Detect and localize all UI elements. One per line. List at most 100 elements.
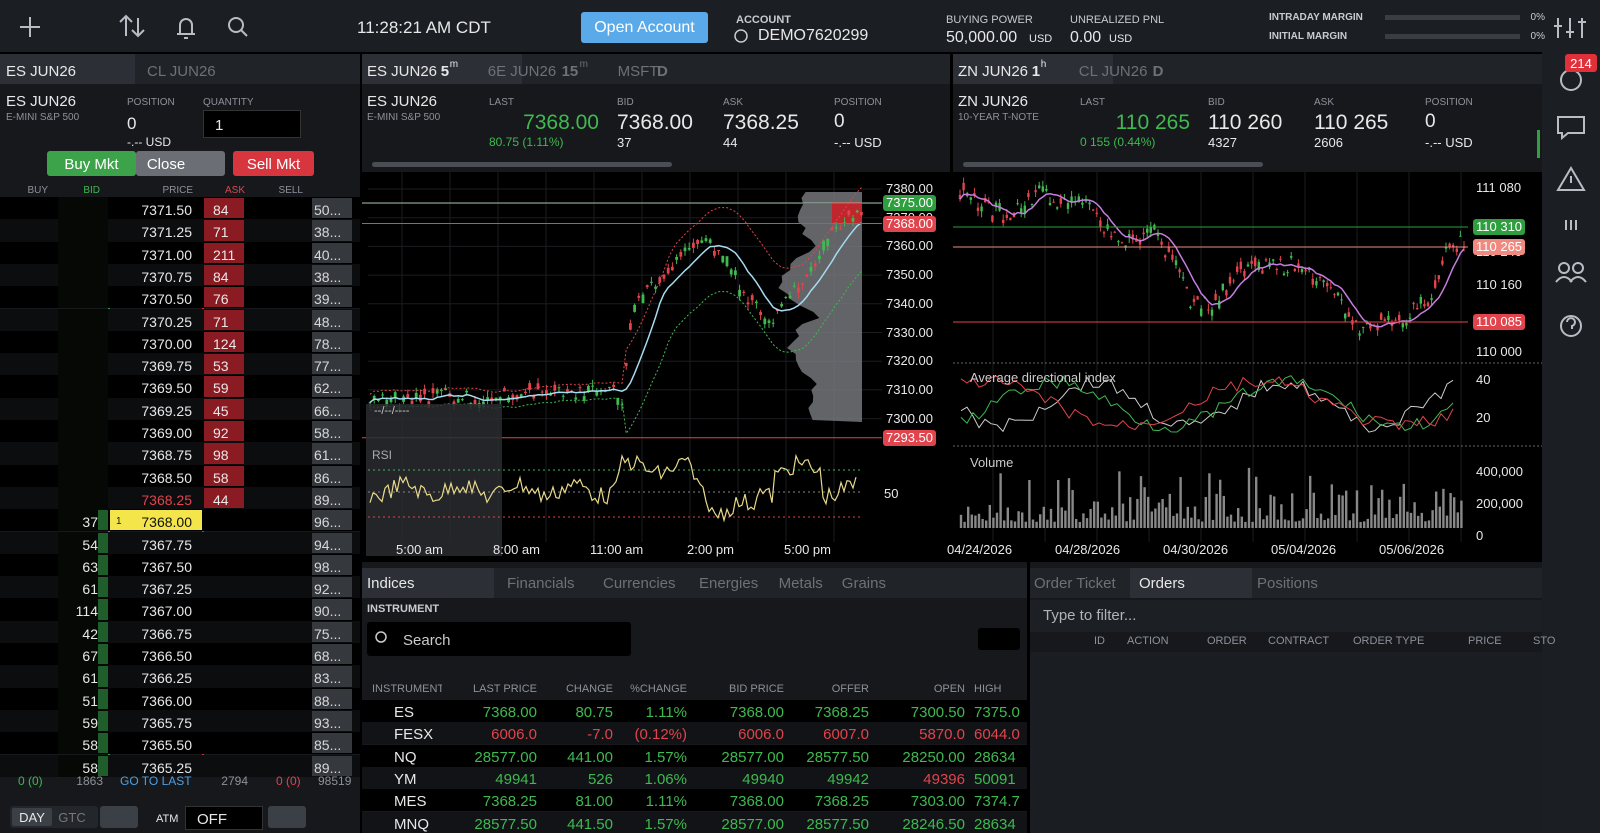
go-to-last[interactable]: GO TO LAST [120, 774, 192, 788]
bid-cell [58, 709, 108, 733]
chart-tab-interval[interactable]: D [657, 63, 668, 80]
orders-tab[interactable]: Order Ticket [1034, 575, 1116, 592]
candle-body [1354, 320, 1358, 322]
ladder-price[interactable]: 7369.50 [141, 380, 192, 397]
tif-option[interactable]: DAY [19, 810, 45, 825]
search-icon[interactable] [228, 17, 244, 33]
quotes-tab[interactable]: Grains [841, 575, 886, 592]
instrument-name[interactable]: YM [394, 770, 417, 788]
close-button[interactable] [136, 151, 225, 176]
chart-tab-unit[interactable]: m [449, 59, 459, 70]
volume-bar [1042, 506, 1045, 528]
ladder-price[interactable]: 7370.75 [141, 268, 192, 285]
add-icon[interactable] [20, 17, 40, 37]
bell-icon[interactable] [177, 18, 195, 39]
chart-tab-symbol[interactable]: ZN JUN26 [958, 63, 1029, 80]
instrument-name[interactable]: NQ [394, 748, 417, 766]
chart-tab-interval[interactable]: 15 [561, 63, 579, 80]
sell-size: 85... [314, 737, 342, 754]
ladder-price[interactable]: 7366.50 [141, 648, 192, 664]
chart-tab-interval[interactable]: 5 [440, 63, 450, 80]
menu-icon[interactable] [1565, 220, 1577, 230]
ladder-price[interactable]: 7367.25 [141, 581, 192, 598]
ladder-price[interactable]: 7368.25 [141, 491, 192, 508]
open-account-button[interactable] [581, 12, 708, 43]
quotes-tab[interactable]: Metals [778, 575, 823, 592]
buy-market-button[interactable] [47, 151, 136, 176]
quotes-tab[interactable]: Indices [367, 575, 415, 592]
ladder-price[interactable]: 7369.25 [141, 402, 192, 419]
ladder-price[interactable]: 7367.00 [141, 603, 192, 620]
instrument-name[interactable]: MNQ [394, 815, 429, 833]
orders-tab[interactable]: Orders [1139, 575, 1185, 592]
chart-tab-unit[interactable]: m [579, 59, 588, 70]
chart-tab-symbol[interactable]: ES JUN26 [367, 63, 438, 80]
ladder-price[interactable]: 7370.25 [141, 313, 192, 330]
ladder-price[interactable]: 7365.75 [141, 714, 192, 731]
chart-tab-symbol[interactable]: CL JUN26 [1078, 63, 1148, 80]
ladder-price[interactable]: 7368.00 [141, 514, 192, 531]
open-account-label[interactable]: Open Account [594, 19, 695, 36]
atm-select[interactable] [185, 806, 263, 830]
instrument-name[interactable]: ES [394, 704, 415, 721]
chat-icon[interactable] [1557, 116, 1585, 141]
transfer-icon[interactable] [119, 14, 145, 38]
initial-margin: 0% [1530, 31, 1545, 42]
dom-description: E-MINI S&P 500 [6, 112, 80, 123]
close-label[interactable]: Close [146, 156, 186, 173]
filter-box[interactable] [1030, 600, 1542, 632]
ladder-price[interactable]: 7365.25 [141, 759, 192, 776]
tif-option[interactable]: GTC [58, 810, 86, 825]
dom-tab[interactable]: ES JUN26 [6, 63, 77, 80]
quantity-input[interactable] [203, 110, 301, 138]
sell-market-button[interactable] [233, 151, 314, 176]
community-icon[interactable] [1558, 262, 1570, 274]
chart-tab-unit[interactable]: h [1040, 59, 1047, 70]
instrument-name[interactable]: FESX [394, 726, 434, 744]
ask-size-bar [204, 264, 244, 286]
settings-icon[interactable] [1554, 18, 1586, 38]
ladder-price[interactable]: 7368.50 [141, 469, 192, 486]
ladder-price[interactable]: 7368.75 [141, 447, 192, 464]
ladder-price[interactable]: 7366.00 [141, 692, 192, 709]
candle-body [1210, 309, 1214, 316]
ladder-price[interactable]: 7365.50 [141, 737, 192, 754]
ladder-price[interactable]: 7369.00 [141, 425, 192, 441]
alert-icon[interactable] [1556, 166, 1586, 191]
help-icon[interactable] [1560, 315, 1582, 337]
account-id[interactable]: DEMO7620299 [758, 27, 869, 44]
ladder-price[interactable]: 7370.50 [141, 291, 192, 308]
atm-value[interactable]: OFF [197, 811, 227, 828]
quotes-tab[interactable]: Energies [699, 575, 759, 592]
ladder-price[interactable]: 7371.25 [141, 224, 192, 241]
dom-tab[interactable]: CL JUN26 [147, 63, 216, 80]
chart-tab-interval[interactable]: D [1152, 63, 1164, 80]
ladder-price[interactable]: 7371.50 [141, 202, 192, 218]
ladder-price[interactable]: 7370.00 [141, 335, 192, 352]
candle-body [1102, 232, 1106, 234]
quotes-tab[interactable]: Financials [507, 575, 575, 592]
orders-tab[interactable]: Positions [1257, 575, 1318, 592]
search-placeholder[interactable]: Search [403, 632, 451, 649]
chart-tab-symbol[interactable]: 6E JUN26 [487, 63, 557, 80]
filter-placeholder[interactable]: Type to filter... [1043, 607, 1137, 624]
sell-size: 88... [314, 692, 342, 709]
ladder-price[interactable]: 7366.75 [141, 625, 192, 642]
ladder-price[interactable]: 7369.75 [141, 358, 192, 375]
search-box[interactable] [367, 622, 631, 656]
ladder-price[interactable]: 7367.50 [141, 558, 192, 575]
sell-market-label[interactable]: Sell Mkt [246, 156, 301, 173]
quotes-tab[interactable]: Currencies [603, 575, 676, 592]
profile-highlight [832, 202, 862, 224]
dom-gear[interactable] [100, 806, 138, 828]
instrument-name[interactable]: MES [394, 793, 427, 811]
chart-tab-interval[interactable]: 1 [1031, 63, 1041, 80]
atm-gear[interactable] [268, 806, 306, 828]
ladder-price[interactable]: 7366.25 [141, 670, 192, 687]
ladder-price[interactable]: 7371.00 [141, 246, 192, 263]
buy-market-label[interactable]: Buy Mkt [64, 156, 119, 173]
ladder-price[interactable]: 7367.75 [141, 536, 192, 553]
chart-tab-symbol[interactable]: MSFT [617, 63, 659, 80]
view-toggle[interactable] [978, 628, 1020, 650]
globe-icon[interactable] [1560, 69, 1582, 91]
